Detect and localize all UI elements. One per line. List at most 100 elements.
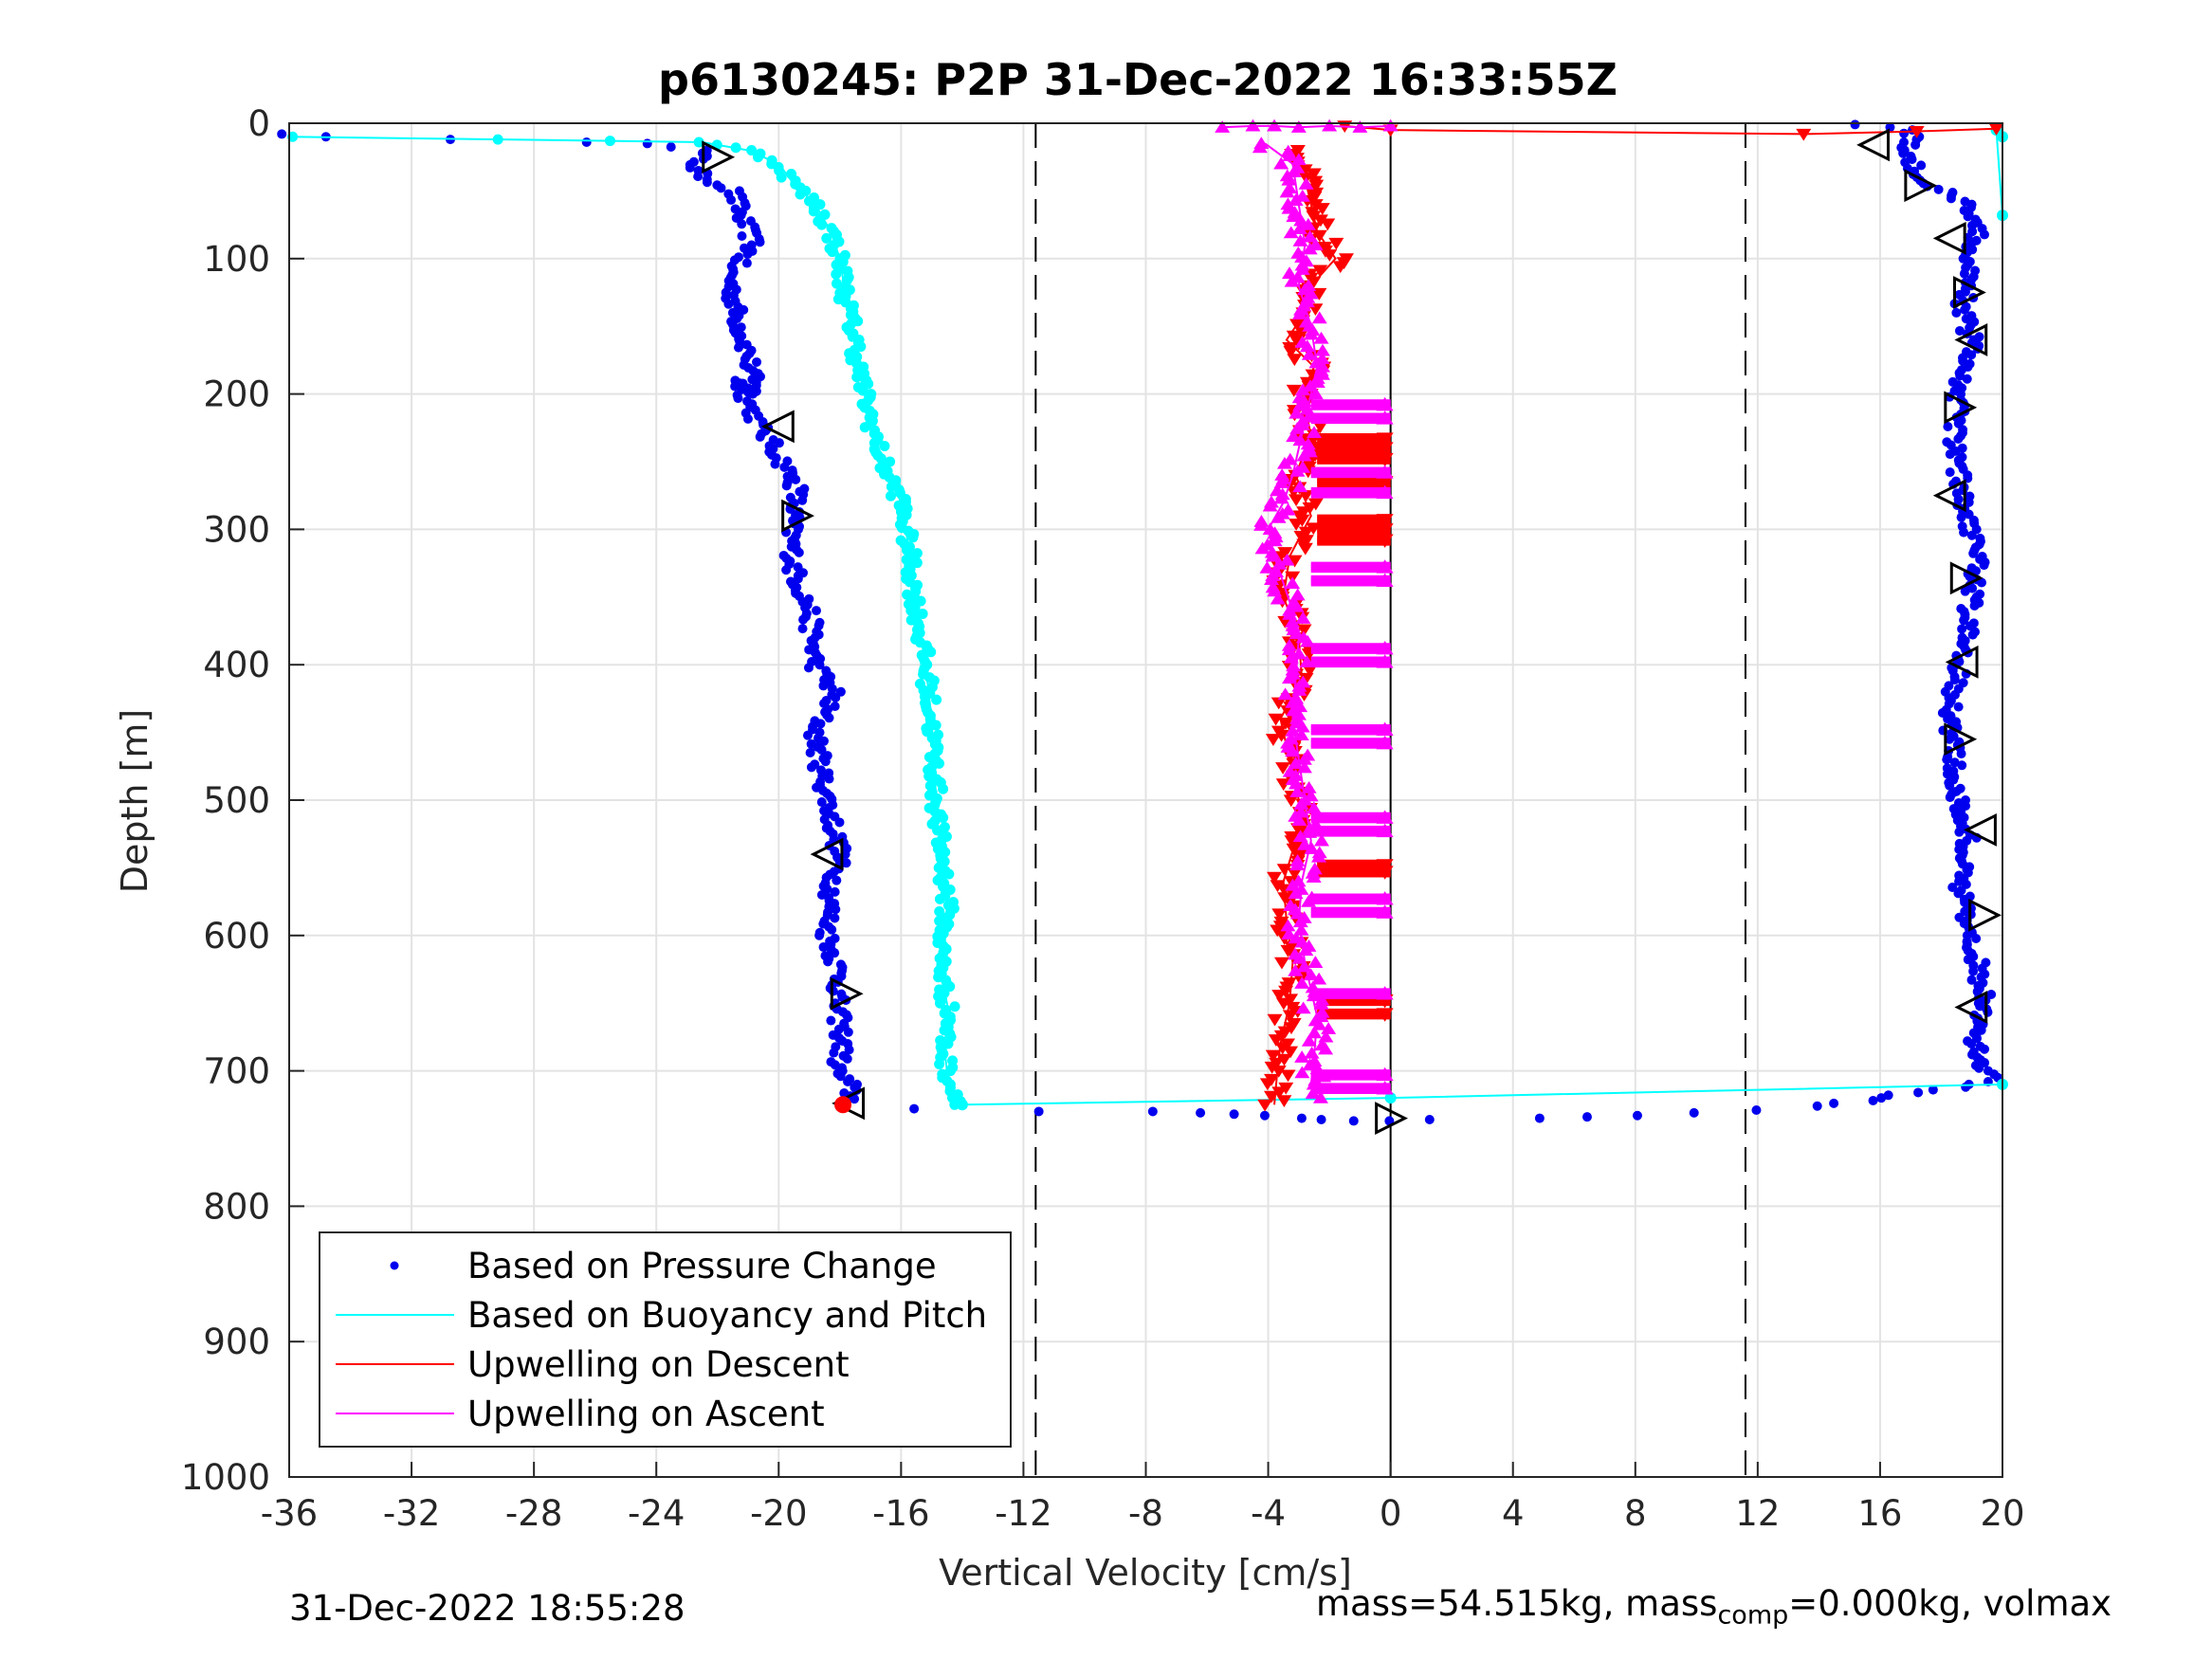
data-point xyxy=(1294,976,1310,989)
data-point xyxy=(1306,168,1322,181)
upwelling-spike-marker xyxy=(1376,442,1394,456)
upwelling-spike-marker xyxy=(1376,640,1394,655)
legend-box xyxy=(319,1231,1012,1448)
data-point xyxy=(723,299,734,309)
data-point xyxy=(1301,347,1317,360)
data-point xyxy=(716,183,726,193)
x-tick-label: 20 xyxy=(1980,1493,2024,1534)
data-point xyxy=(1942,763,1952,774)
data-point xyxy=(702,177,712,188)
data-point xyxy=(1304,842,1320,855)
data-point xyxy=(1289,858,1306,871)
data-point xyxy=(1276,1095,1292,1108)
data-point xyxy=(1292,234,1308,246)
upwelling-spike-marker xyxy=(1376,1066,1394,1082)
data-point xyxy=(1944,681,1954,691)
data-point xyxy=(1283,1046,1299,1059)
series-layer xyxy=(277,118,2008,1126)
legend: Based on Pressure Change Based on Buoyanc… xyxy=(319,1231,1012,1448)
turn-marker xyxy=(1932,221,1966,255)
data-point xyxy=(831,268,842,280)
legend-label: Based on Buoyancy and Pitch xyxy=(467,1295,987,1336)
data-point xyxy=(1291,307,1307,319)
data-point xyxy=(835,1071,846,1082)
data-point xyxy=(781,565,792,575)
data-point xyxy=(814,660,825,670)
data-point xyxy=(820,757,831,767)
data-point xyxy=(816,744,827,755)
y-tick-label: 300 xyxy=(203,509,270,550)
data-point xyxy=(1307,426,1323,438)
data-point xyxy=(934,915,945,926)
upwelling-spike-marker xyxy=(1376,986,1394,1000)
data-point xyxy=(779,462,790,472)
data-point xyxy=(842,1053,852,1064)
series-line xyxy=(1222,124,1391,129)
legend-label: Upwelling on Descent xyxy=(467,1344,850,1385)
upwelling-spike-marker xyxy=(1376,432,1394,447)
data-point xyxy=(831,692,841,702)
data-point xyxy=(1909,125,1925,138)
data-point xyxy=(938,783,949,794)
upwelling-spike-marker xyxy=(1376,465,1394,479)
data-point xyxy=(1951,307,1962,318)
y-tick-label: 800 xyxy=(203,1186,270,1227)
data-point xyxy=(850,1094,860,1104)
data-point xyxy=(1986,990,1997,1000)
series-upwelling-on-ascent xyxy=(1215,118,1398,1103)
data-point xyxy=(1275,997,1291,1011)
data-point xyxy=(1965,891,1975,902)
data-point xyxy=(823,957,833,967)
data-point xyxy=(1297,164,1313,177)
data-point xyxy=(1957,521,1967,532)
data-point xyxy=(795,189,806,200)
data-point xyxy=(1286,384,1302,397)
data-point xyxy=(1281,173,1297,186)
turn-marker xyxy=(760,410,795,444)
data-point xyxy=(841,858,851,868)
data-point xyxy=(1275,778,1291,792)
data-point xyxy=(1265,1049,1281,1063)
data-point xyxy=(824,713,834,723)
data-point xyxy=(808,206,819,217)
data-point xyxy=(1270,880,1286,893)
data-point xyxy=(1273,156,1289,170)
data-point xyxy=(1289,494,1305,507)
data-point xyxy=(1311,972,1327,985)
data-point xyxy=(879,441,890,452)
data-point xyxy=(1291,951,1307,964)
data-point xyxy=(770,459,780,469)
data-point xyxy=(1916,160,1927,171)
data-point xyxy=(1294,263,1310,275)
data-point xyxy=(1883,1090,1893,1101)
data-point xyxy=(1282,1010,1298,1023)
data-point xyxy=(1306,989,1322,1002)
x-tick-label: -28 xyxy=(505,1493,562,1534)
turn-marker xyxy=(1968,898,2002,932)
data-point xyxy=(1305,1086,1321,1099)
data-point xyxy=(1309,375,1325,388)
data-point xyxy=(815,719,826,729)
data-point xyxy=(1988,123,2004,136)
data-point xyxy=(1966,975,1977,985)
data-point xyxy=(1257,1099,1273,1112)
data-point xyxy=(1928,1085,1938,1095)
series-based-on-pressure-change xyxy=(277,119,2003,1126)
data-point xyxy=(1981,957,1991,968)
data-point xyxy=(1033,1106,1044,1117)
data-point xyxy=(1963,1036,1973,1047)
data-point xyxy=(1296,624,1312,637)
data-point xyxy=(1293,797,1309,810)
data-point xyxy=(1298,672,1314,685)
data-point xyxy=(1876,1093,1887,1103)
x-axis-label: Vertical Velocity [cm/s] xyxy=(939,1552,1352,1594)
data-point xyxy=(1957,632,1967,643)
vertical-reference-lines xyxy=(1034,123,1746,1477)
x-tick-label: 4 xyxy=(1502,1493,1525,1534)
data-point xyxy=(1283,226,1299,239)
data-point xyxy=(818,681,829,691)
x-tick-label: -8 xyxy=(1128,1493,1163,1534)
data-point xyxy=(737,219,747,229)
data-point xyxy=(1288,757,1304,770)
data-point xyxy=(1288,776,1304,790)
